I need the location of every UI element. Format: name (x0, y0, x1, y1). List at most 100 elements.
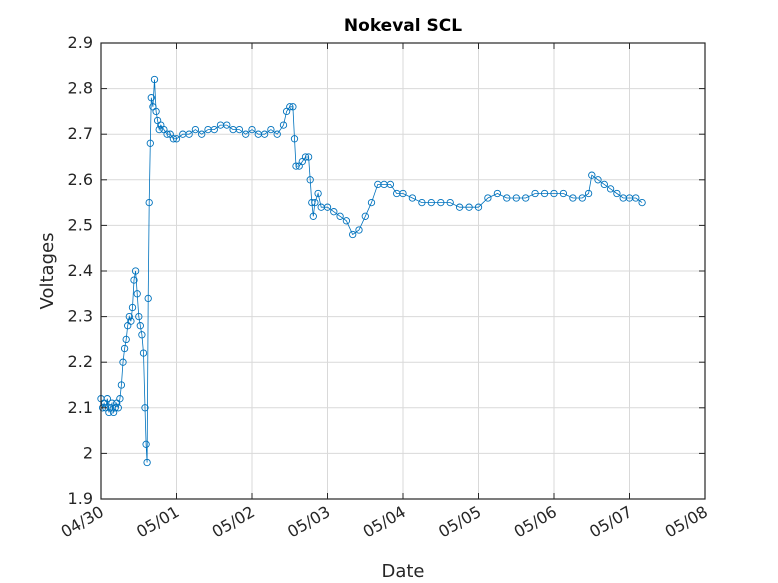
data-point-marker (550, 189, 558, 198)
y-tick-label: 1.9 (68, 489, 93, 508)
data-point-marker (143, 458, 151, 467)
y-tick-label: 2.2 (68, 352, 93, 371)
data-point-marker (286, 103, 294, 111)
data-point-marker (418, 198, 426, 207)
data-point-marker (111, 404, 119, 412)
data-point-marker (484, 194, 492, 202)
data-point-marker (522, 194, 530, 202)
series-line (100, 79, 643, 463)
data-point-marker (311, 198, 319, 207)
data-point-marker (145, 198, 153, 207)
data-point-marker (290, 135, 299, 143)
data-point-marker (427, 198, 435, 207)
x-tick-label: 05/08 (662, 502, 711, 542)
data-point-marker (638, 198, 646, 207)
data-point-marker (122, 335, 130, 344)
data-point-marker (584, 189, 593, 198)
data-point-marker (578, 194, 586, 202)
data-point-marker (503, 194, 511, 202)
y-tick-label: 2.4 (68, 261, 93, 280)
data-point-marker (138, 331, 146, 339)
data-point-marker (172, 135, 181, 143)
y-tick-label: 2.5 (68, 215, 93, 234)
data-point-marker (146, 139, 154, 147)
data-point-marker (512, 194, 520, 202)
y-tick-label: 2.9 (68, 33, 93, 52)
data-point-marker (304, 153, 313, 161)
x-tick-label: 05/04 (360, 502, 409, 542)
data-point-marker (242, 130, 250, 138)
grid (101, 43, 705, 499)
data-point-marker (135, 312, 143, 321)
x-tick-label: 05/02 (209, 502, 258, 542)
data-point-marker (314, 189, 322, 198)
data-point-marker (367, 198, 376, 207)
data-point-marker (301, 153, 310, 161)
y-tick-label: 2.3 (68, 307, 93, 326)
data-point-marker (493, 189, 502, 198)
data-point-marker (606, 185, 615, 193)
data-point-marker (210, 125, 218, 134)
data-point-marker (613, 189, 621, 198)
data-point-marker (531, 189, 539, 198)
y-tick-label: 2.8 (68, 79, 93, 98)
x-tick-label: 05/06 (511, 502, 560, 542)
data-point-marker (349, 230, 357, 239)
data-point-marker (399, 189, 407, 198)
data-point-marker (142, 440, 150, 448)
chart-title: Nokeval SCL (344, 16, 462, 36)
data-point-marker (455, 203, 464, 211)
data-point-marker (292, 162, 300, 170)
x-axis-label: Date (381, 561, 424, 582)
data-point-marker (437, 198, 445, 207)
data-point-marker (569, 194, 577, 202)
data-point-marker (594, 176, 602, 184)
data-point-marker (163, 130, 171, 138)
data-point-marker (133, 290, 141, 298)
data-point-marker (446, 198, 454, 207)
data-point-marker (139, 349, 148, 357)
data-point-marker (273, 130, 281, 138)
data-point-marker (361, 212, 369, 220)
data-point-marker (260, 130, 269, 138)
data-point-marker (355, 226, 363, 234)
data-point-marker (408, 194, 417, 202)
data-point-marker (103, 395, 111, 403)
data-point-marker (342, 217, 351, 225)
data-point-marker (198, 130, 206, 138)
data-series (97, 75, 646, 467)
data-point-marker (632, 194, 640, 202)
data-point-marker (223, 121, 231, 129)
data-point-marker (308, 198, 316, 207)
data-point-marker (141, 404, 149, 412)
y-axis-label: Voltages (37, 233, 58, 310)
data-point-marker (152, 107, 160, 116)
data-point-marker (386, 180, 395, 189)
y-tick-label: 2.6 (68, 170, 93, 189)
data-point-marker (289, 103, 297, 111)
data-point-marker (150, 75, 159, 84)
data-point-marker (588, 171, 596, 179)
x-tick-label: 05/05 (435, 502, 484, 542)
y-tick-label: 2.1 (68, 398, 93, 417)
data-point-marker (120, 344, 129, 353)
data-point-marker (323, 203, 332, 211)
data-point-marker (116, 395, 124, 403)
data-point-marker (309, 212, 317, 220)
data-point-marker (465, 203, 473, 211)
x-tick-label: 05/07 (586, 502, 635, 542)
data-point-marker (559, 189, 568, 198)
data-point-marker (117, 381, 126, 389)
axis-ticks: 04/30 05/01 05/02 05/03 05/04 05/05 05/06 05/07… (58, 33, 711, 542)
data-point-marker (191, 125, 200, 134)
data-point-marker (600, 180, 608, 189)
data-point-marker (267, 125, 275, 134)
data-point-marker (105, 408, 113, 417)
data-point-marker (109, 408, 118, 417)
data-point-marker (119, 358, 127, 366)
data-point-marker (155, 125, 163, 134)
data-point-marker (125, 312, 133, 321)
y-tick-label: 2 (83, 443, 93, 462)
